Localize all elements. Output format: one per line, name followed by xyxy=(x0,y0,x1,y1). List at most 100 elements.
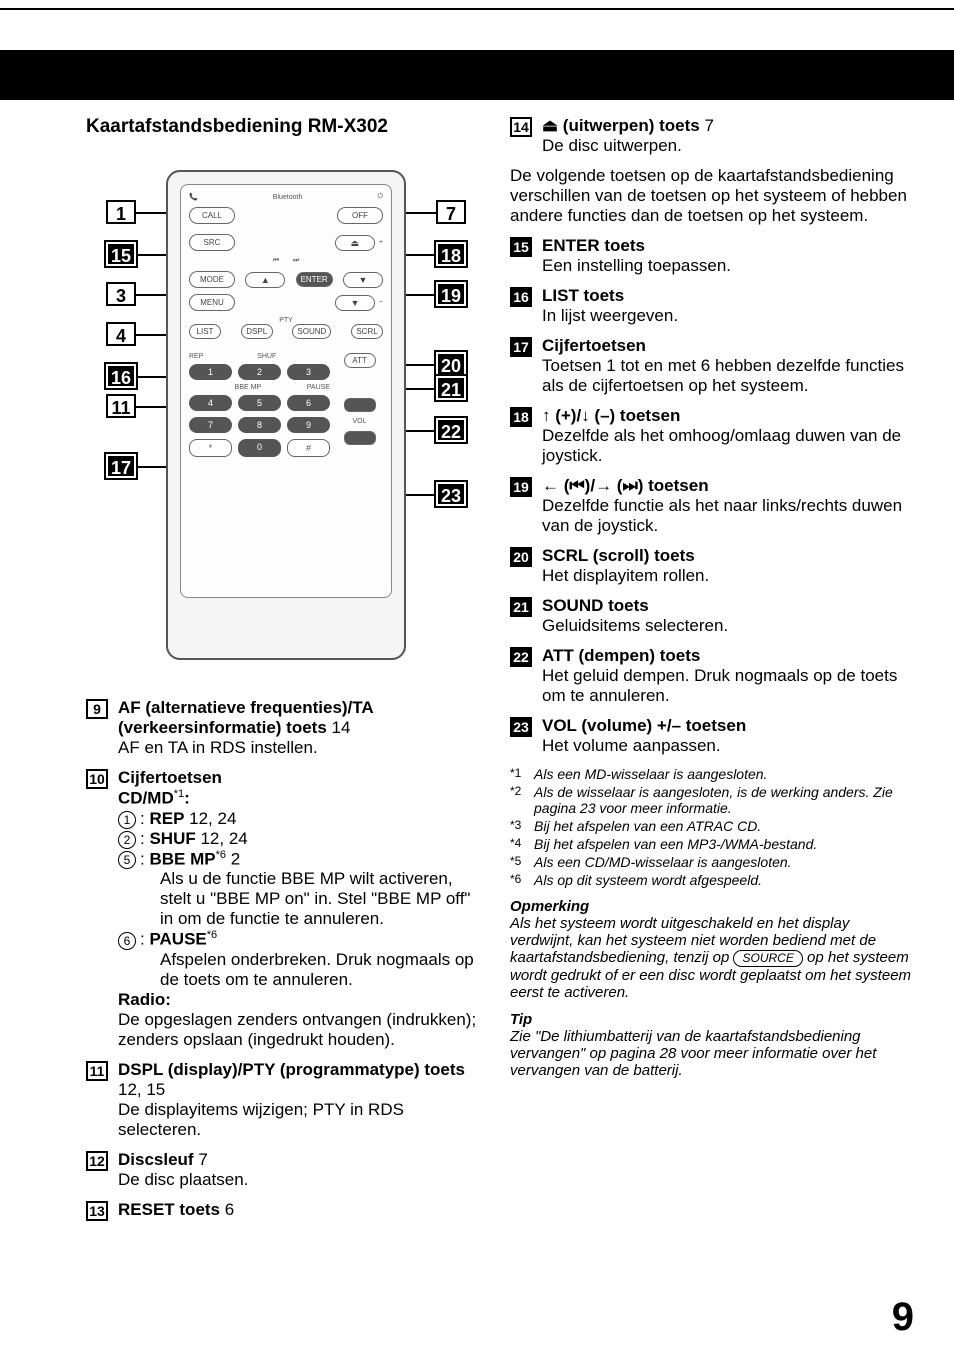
minus-label: − xyxy=(379,299,383,306)
entry-body: Dezelfde als het omhoog/omlaag duwen van… xyxy=(542,426,914,466)
entry-title: RESET toets xyxy=(118,1200,220,1219)
num-key-3: 3 xyxy=(287,364,330,380)
entry-title: Cijfertoetsen xyxy=(542,336,914,356)
entry-page: 12, 15 xyxy=(118,1080,165,1099)
entry-20: 20SCRL (scroll) toetsHet displayitem rol… xyxy=(510,546,914,586)
plus-label: + xyxy=(379,239,383,246)
entry-title: ENTER toets xyxy=(542,236,914,256)
entry-title: VOL (volume) +/– toetsen xyxy=(542,716,914,736)
end-icon-label: ⏻ xyxy=(377,193,383,201)
entry-body: Geluidsitems selecteren. xyxy=(542,616,914,636)
circled-num: 2 xyxy=(118,831,136,849)
entry-page-14: 7 xyxy=(704,116,713,135)
entry-16: 16LIST toetsIn lijst weergeven. xyxy=(510,286,914,326)
footnote: *3Bij het afspelen van een ATRAC CD. xyxy=(510,818,914,834)
mode-button: MODE xyxy=(189,271,235,288)
vol-plus xyxy=(344,398,376,412)
entry-22: 22ATT (dempen) toetsHet geluid dempen. D… xyxy=(510,646,914,706)
entry-title: Cijfertoetsen xyxy=(118,768,222,787)
entry-21: 21SOUND toetsGeluidsitems selecteren. xyxy=(510,596,914,636)
entry-body: In lijst weergeven. xyxy=(542,306,914,326)
scrl-button: SCRL xyxy=(351,324,383,339)
sound-button: SOUND xyxy=(292,324,331,339)
entry-9: 9AF (alternatieve frequenties)/TA (verke… xyxy=(86,698,486,758)
section-title: Kaartafstandsbediening RM-X302 xyxy=(86,116,486,138)
prev-icon: ⏮ xyxy=(273,257,279,265)
num-key-0: 0 xyxy=(238,439,281,457)
next-icon: ⏭ xyxy=(293,257,299,265)
entry-body: AF en TA in RDS instellen. xyxy=(118,738,486,758)
note-body: Als het systeem wordt uitgeschakeld en h… xyxy=(510,915,914,1001)
footnote: *1Als een MD-wisselaar is aangesloten. xyxy=(510,766,914,782)
entry-body: De disc plaatsen. xyxy=(118,1170,486,1190)
entry-body-14: De disc uitwerpen. xyxy=(542,136,914,156)
entry-sub: Radio: xyxy=(118,990,486,1010)
callout-18: 18 xyxy=(436,242,466,266)
tip-body: Zie "De lithiumbatterij van de kaartafst… xyxy=(510,1028,914,1079)
entry-17: 17CijfertoetsenToetsen 1 tot en met 6 he… xyxy=(510,336,914,396)
num-key-7: 7 xyxy=(189,417,232,433)
entry-num: 21 xyxy=(510,597,532,617)
entry-num: 13 xyxy=(86,1201,108,1221)
entry-10: 10CijfertoetsenCD/MD*1:1: REP 12, 242: S… xyxy=(86,768,486,1050)
right-intro: De volgende toetsen op de kaartafstandsb… xyxy=(510,166,914,226)
left-column: Kaartafstandsbediening RM-X302 115341611… xyxy=(86,116,486,1230)
entry-title: Discsleuf xyxy=(118,1150,194,1169)
eject-button: ⏏ xyxy=(335,235,375,251)
bluetooth-label: Bluetooth xyxy=(273,194,303,201)
off-button: OFF xyxy=(337,207,383,224)
remote-inner: 📞 Bluetooth ⏻ CALL OFF SRC ⏏ + xyxy=(180,184,392,598)
dspl-button: DSPL xyxy=(241,324,273,339)
num-key-4: 4 xyxy=(189,395,232,411)
callout-7: 7 xyxy=(436,200,466,224)
entry-page: 7 xyxy=(194,1150,208,1169)
down-arrow: ▼ xyxy=(335,295,375,311)
circled-num: 1 xyxy=(118,811,136,829)
pty-label: PTY xyxy=(189,317,383,324)
entry-body: Dezelfde functie als het naar links/rech… xyxy=(542,496,914,536)
content-columns: Kaartafstandsbediening RM-X302 1 15 3 4 16 11… xyxy=(0,100,954,1230)
list-button: LIST xyxy=(189,324,221,339)
entry-23: 23VOL (volume) +/– toetsenHet volume aan… xyxy=(510,716,914,756)
entry-title: ← (⏮)/→ (⏭) toetsen xyxy=(542,476,914,496)
right-arrow: ▼ xyxy=(343,272,383,288)
left-entries: 9AF (alternatieve frequenties)/TA (verke… xyxy=(86,698,486,1220)
entry-num: 12 xyxy=(86,1151,108,1171)
callout-19: 19 xyxy=(436,282,466,306)
footnote: *4Bij het afspelen van een MP3-/WMA-best… xyxy=(510,836,914,852)
entry-body: Het displayitem rollen. xyxy=(542,566,914,586)
entry-13: 13RESET toets 6 xyxy=(86,1200,486,1220)
entry-num: 22 xyxy=(510,647,532,667)
entry-num: 18 xyxy=(510,407,532,427)
right-column: 14 ⏏ (uitwerpen) toets 7 De disc uitwerp… xyxy=(510,116,914,1230)
entry-num: 17 xyxy=(510,337,532,357)
footnotes: *1Als een MD-wisselaar is aangesloten.*2… xyxy=(510,766,914,888)
callout-23: 23 xyxy=(436,482,466,506)
entry-sub: CD/MD*1: xyxy=(118,788,486,809)
circled-num: 6 xyxy=(118,932,136,950)
remote-outline: 📞 Bluetooth ⏻ CALL OFF SRC ⏏ + xyxy=(166,170,406,660)
footnote: *6Als op dit systeem wordt afgespeeld. xyxy=(510,872,914,888)
entry-sub: 6: PAUSE*6 xyxy=(118,929,486,950)
shuf-label: SHUF xyxy=(257,353,276,360)
tip-title: Tip xyxy=(510,1011,914,1028)
num-key-6: 6 xyxy=(287,395,330,411)
entry-page: 14 xyxy=(327,718,351,737)
entry-title: SCRL (scroll) toets xyxy=(542,546,914,566)
att-button: ATT xyxy=(344,353,376,368)
entry-num: 19 xyxy=(510,477,532,497)
callout-20: 20 xyxy=(436,352,466,376)
entry-num: 15 xyxy=(510,237,532,257)
entry-sub: 5: BBE MP*6 2 xyxy=(118,849,486,870)
entry-sub-body: De opgeslagen zenders ontvangen (indrukk… xyxy=(118,1010,486,1050)
entry-11: 11DSPL (display)/PTY (programmatype) toe… xyxy=(86,1060,486,1140)
call-button: CALL xyxy=(189,207,235,224)
vol-minus xyxy=(344,431,376,445)
entry-body: Het geluid dempen. Druk nogmaals op de t… xyxy=(542,666,914,706)
entry-12: 12 Discsleuf 7De disc plaatsen. xyxy=(86,1150,486,1190)
entry-title: DSPL (display)/PTY (programmatype) toets xyxy=(118,1060,465,1079)
entry-num: 16 xyxy=(510,287,532,307)
entry-title-14: ⏏ (uitwerpen) toets xyxy=(542,116,700,135)
enter-button: ENTER xyxy=(296,272,333,287)
footnote: *5Als een CD/MD-wisselaar is aangesloten… xyxy=(510,854,914,870)
